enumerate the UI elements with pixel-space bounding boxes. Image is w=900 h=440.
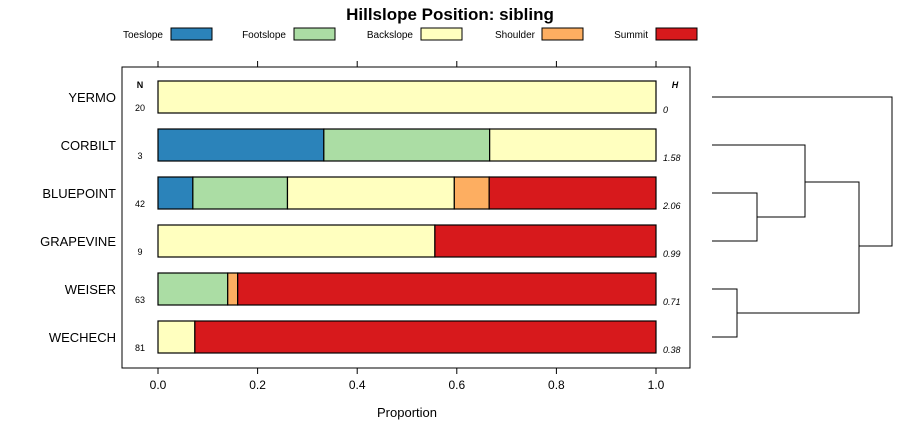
bar-corbilt-footslope <box>323 128 491 162</box>
n-value-weiser: 63 <box>135 295 145 305</box>
h-value-grapevine: 0.99 <box>663 249 681 259</box>
bar-yermo-backslope <box>157 80 657 114</box>
bar-weiser-summit <box>237 272 657 306</box>
x-tick-label-1: 0.2 <box>249 378 266 392</box>
bar-wechech-backslope <box>157 320 196 354</box>
bar-wechech-summit <box>194 320 657 354</box>
legend-swatch-toeslope <box>170 27 213 41</box>
x-axis-title: Proportion <box>377 405 437 420</box>
x-tick-label-0: 0.0 <box>150 378 167 392</box>
category-label-bluepoint: BLUEPOINT <box>42 186 116 201</box>
dendrogram-branch-3 <box>737 181 860 314</box>
legend-label-backslope: Backslope <box>367 30 414 41</box>
legend-swatch-backslope <box>420 27 463 41</box>
bar-weiser-footslope <box>157 272 229 306</box>
bar-corbilt-backslope <box>489 128 657 162</box>
legend-label-shoulder: Shoulder <box>495 30 536 41</box>
n-value-grapevine: 9 <box>137 247 142 257</box>
bar-grapevine-summit <box>434 224 657 258</box>
bar-bluepoint-summit <box>488 176 657 210</box>
n-value-yermo: 20 <box>135 103 145 113</box>
bar-bluepoint-toeslope <box>157 176 194 210</box>
x-tick-label-5: 1.0 <box>648 378 665 392</box>
bar-corbilt-toeslope <box>157 128 325 162</box>
legend-label-toeslope: Toeslope <box>123 30 163 41</box>
bar-bluepoint-shoulder <box>453 176 490 210</box>
h-value-yermo: 0 <box>663 105 668 115</box>
category-label-yermo: YERMO <box>68 90 116 105</box>
category-label-corbilt: CORBILT <box>61 138 116 153</box>
category-label-weiser: WEISER <box>65 282 116 297</box>
n-value-corbilt: 3 <box>137 151 142 161</box>
h-value-corbilt: 1.58 <box>663 153 681 163</box>
legend-label-footslope: Footslope <box>242 30 286 41</box>
axes: 0.0 0.2 0.4 0.6 0.8 1.0 <box>150 61 665 392</box>
plot-frame <box>121 66 691 369</box>
dendrogram-branch-2 <box>712 192 758 242</box>
legend-swatch-footslope <box>293 27 336 41</box>
category-label-grapevine: GRAPEVINE <box>40 234 116 249</box>
dendrogram-branch-4 <box>712 288 738 338</box>
dendrogram <box>712 96 893 338</box>
chart-title: Hillslope Position: sibling <box>346 5 554 24</box>
bar-weiser-shoulder <box>227 272 239 306</box>
legend: Toeslope Footslope Backslope Shoulder Summit <box>123 27 698 41</box>
legend-label-summit: Summit <box>614 30 648 41</box>
n-header: N <box>137 80 144 90</box>
bar-grapevine-backslope <box>157 224 436 258</box>
x-tick-label-3: 0.6 <box>448 378 465 392</box>
bar-bluepoint-backslope <box>286 176 455 210</box>
dendrogram-branch-0 <box>712 96 893 247</box>
h-value-weiser: 0.71 <box>663 297 681 307</box>
h-header: H <box>672 80 679 90</box>
x-tick-label-2: 0.4 <box>349 378 366 392</box>
n-value-wechech: 81 <box>135 343 145 353</box>
x-tick-label-4: 0.8 <box>548 378 565 392</box>
n-value-bluepoint: 42 <box>135 199 145 209</box>
dendrogram-branch-1 <box>712 144 806 218</box>
bar-bluepoint-footslope <box>192 176 289 210</box>
legend-swatch-shoulder <box>541 27 584 41</box>
h-value-wechech: 0.38 <box>663 345 681 355</box>
bars: YERMO 20 0 CORBILT 3 1.58 BLUEPOINT 42 2.06 GRAPE… <box>40 80 681 355</box>
category-label-wechech: WECHECH <box>49 330 116 345</box>
legend-swatch-summit <box>655 27 698 41</box>
h-value-bluepoint: 2.06 <box>662 201 681 211</box>
